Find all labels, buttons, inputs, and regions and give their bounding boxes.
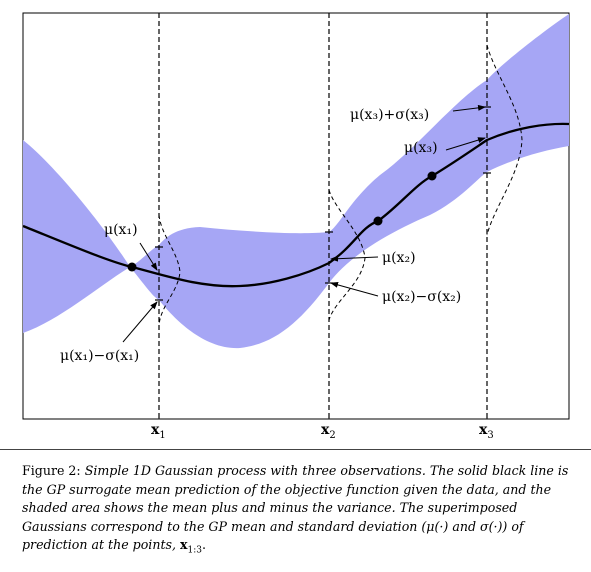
- figure-caption: Figure 2: Simple 1D Gaussian process wit…: [22, 462, 582, 560]
- label-mu-x3-plus-sigma: μ(x₃)+σ(x₃): [350, 107, 429, 123]
- arrow-mu-x2-minus-sigma: [330, 281, 379, 297]
- tick-label-x2: x2: [321, 422, 336, 441]
- caption-symbol-sub: 1:3: [187, 545, 202, 556]
- label-mu-x3: μ(x₃): [404, 140, 438, 156]
- arrow-mu-x3-plus-sigma: [452, 104, 486, 112]
- tick-label-x3: x3: [479, 422, 494, 441]
- arrow-mu-x2: [330, 255, 379, 262]
- caption-separator: [0, 449, 591, 450]
- label-mu-x2-minus-sigma: μ(x₂)−σ(x₂): [382, 289, 461, 305]
- annotation-arrows: [122, 104, 486, 343]
- observation-point: [427, 171, 437, 181]
- gaussian-x1: [158, 214, 181, 326]
- sigma-markers: [155, 106, 491, 301]
- label-mu-x1: μ(x₁): [104, 222, 138, 238]
- caption-text: Simple 1D Gaussian process with three ob…: [22, 463, 569, 552]
- caption-label: Figure 2:: [22, 463, 81, 478]
- observation-point: [373, 216, 383, 226]
- caption-symbol: x: [180, 537, 188, 552]
- label-mu-x1-minus-sigma: μ(x₁)−σ(x₁): [60, 348, 139, 364]
- observation-point: [127, 262, 137, 272]
- arrow-mu-x3: [445, 137, 486, 151]
- arrow-mu-x1-minus-sigma: [122, 301, 158, 343]
- arrow-mu-x1: [139, 242, 158, 271]
- gaussian-x3: [486, 44, 523, 236]
- caption-end: .: [202, 537, 207, 552]
- gp-figure: μ(x₁) μ(x₁)−σ(x₁) μ(x₂) μ(x₂)−σ(x₂) μ(x₃…: [22, 12, 570, 441]
- label-mu-x2: μ(x₂): [382, 250, 416, 266]
- tick-label-x1: x1: [151, 422, 166, 441]
